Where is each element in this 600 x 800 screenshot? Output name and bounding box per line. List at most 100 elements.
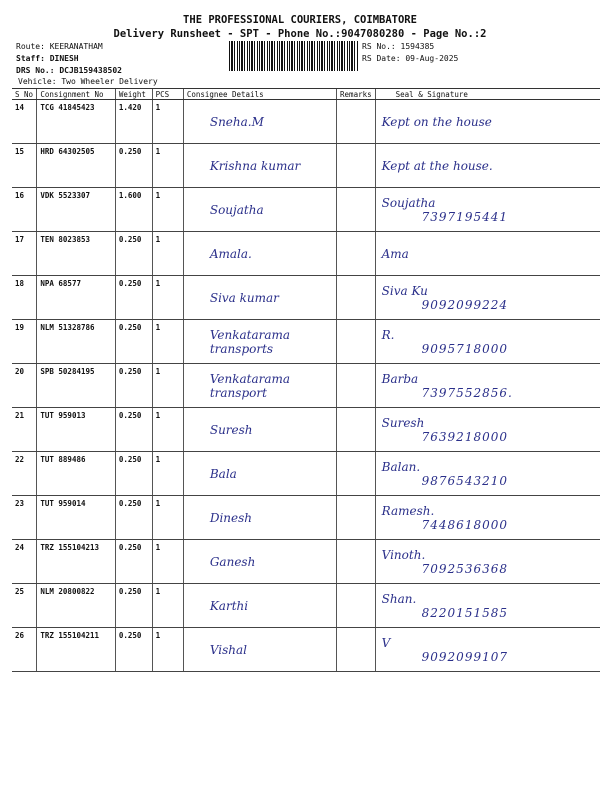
- consignment-cell: TUT 959014: [36, 495, 116, 540]
- table-row: 23 TUT 959014 0.250 1 Dinesh Ramesh. 744861800…: [12, 495, 600, 540]
- signature: V: [381, 635, 391, 650]
- remarks-cell: [336, 363, 376, 408]
- remarks-cell: [336, 275, 376, 320]
- consignee-cell: Soujatha: [182, 187, 337, 232]
- col-sno: S No: [12, 88, 37, 100]
- sno-cell: 20: [12, 363, 37, 408]
- weight-cell: 1.600: [114, 187, 153, 232]
- sno-cell: 24: [12, 539, 37, 584]
- weight-cell: 0.250: [114, 495, 153, 540]
- table-row: 21 TUT 959013 0.250 1 Suresh Suresh 7639218000: [12, 407, 600, 452]
- consignee-cell: Dinesh: [182, 495, 337, 540]
- signature-cell: Kept at the house.: [374, 143, 600, 188]
- table-row: 15 HRD 64302505 0.250 1 Krishna kumar Kept at…: [12, 143, 600, 188]
- table-row: 18 NPA 68577 0.250 1 Siva kumar Siva Ku 909209…: [12, 275, 600, 320]
- remarks-cell: [336, 319, 376, 364]
- weight-cell: 0.250: [114, 143, 153, 188]
- phone-number: 7397195441: [421, 209, 508, 224]
- phone-number: 7397552856.: [421, 385, 513, 400]
- signature: Balan.: [381, 459, 421, 474]
- remarks-cell: [336, 451, 376, 496]
- remarks-cell: [336, 495, 376, 540]
- pcs-cell: 1: [151, 187, 184, 232]
- consignment-cell: TUT 889486: [36, 451, 116, 496]
- pcs-cell: 1: [151, 363, 184, 408]
- consignee-cell: Venkatarama transport: [182, 363, 337, 408]
- phone-number: 7639218000: [421, 429, 508, 444]
- rs-number: RS No.: 1594385: [362, 42, 435, 51]
- table-row: 20 SPB 50284195 0.250 1 Venkatarama transpor…: [12, 363, 600, 408]
- pcs-cell: 1: [151, 583, 184, 628]
- company-title: THE PROFESSIONAL COURIERS, COIMBATORE: [183, 14, 417, 26]
- signature-cell: Siva Ku 9092099224: [374, 275, 600, 320]
- signature-cell: R. 9095718000: [374, 319, 600, 364]
- table-row: 17 TEN 8023853 0.250 1 Amala. Ama: [12, 231, 600, 276]
- col-consignee: Consignee Details: [182, 88, 337, 100]
- signature: R.: [381, 327, 395, 342]
- remarks-cell: [336, 231, 376, 276]
- table-row: 25 NLM 20800822 0.250 1 Karthi Shan. 822015158…: [12, 583, 600, 628]
- consignee-cell: Bala: [182, 451, 337, 496]
- phone-number: 9095718000: [421, 341, 508, 356]
- table-row: 22 TUT 889486 0.250 1 Bala Balan. 9876543210: [12, 451, 600, 496]
- signature: Kept at the house.: [381, 158, 493, 173]
- consignment-cell: TRZ 155104211: [36, 627, 116, 672]
- col-weight: Weight: [114, 88, 153, 100]
- table-row: 14 TCG 41845423 1.420 1 Sneha.M Kept on the h…: [12, 99, 600, 144]
- col-remarks: Remarks: [336, 88, 376, 100]
- sno-cell: 18: [12, 275, 37, 320]
- pcs-cell: 1: [151, 495, 184, 540]
- weight-cell: 0.250: [114, 275, 153, 320]
- weight-cell: 0.250: [114, 451, 153, 496]
- pcs-cell: 1: [151, 451, 184, 496]
- signature: Siva Ku: [381, 283, 428, 298]
- vehicle: Vehicle: Two Wheeler Delivery: [18, 77, 158, 86]
- consignee-cell: Vishal: [182, 627, 337, 672]
- signature-cell: Soujatha 7397195441: [374, 187, 600, 232]
- signature-cell: Balan. 9876543210: [374, 451, 600, 496]
- pcs-cell: 1: [151, 99, 184, 144]
- consignment-cell: NLM 51328786: [36, 319, 116, 364]
- rs-date: RS Date: 09-Aug-2025: [362, 54, 459, 63]
- remarks-cell: [336, 143, 376, 188]
- pcs-cell: 1: [151, 231, 184, 276]
- route: Route: KEERANATHAM: [16, 42, 103, 51]
- remarks-cell: [336, 583, 376, 628]
- pcs-cell: 1: [151, 319, 184, 364]
- phone-number: 8220151585: [421, 605, 508, 620]
- consignment-cell: TUT 959013: [36, 407, 116, 452]
- remarks-cell: [336, 407, 376, 452]
- pcs-cell: 1: [151, 275, 184, 320]
- consignee-cell: Karthi: [182, 583, 337, 628]
- signature-cell: V 9092099107: [374, 627, 600, 672]
- signature-cell: Suresh 7639218000: [374, 407, 600, 452]
- col-signature: Seal & Signature: [374, 88, 600, 100]
- consignment-cell: NLM 20800822: [36, 583, 116, 628]
- weight-cell: 0.250: [114, 407, 153, 452]
- signature: Kept on the house: [381, 114, 492, 129]
- consignment-cell: NPA 68577: [36, 275, 116, 320]
- phone-number: 7092536368: [421, 561, 508, 576]
- pcs-cell: 1: [151, 407, 184, 452]
- remarks-cell: [336, 539, 376, 584]
- weight-cell: 0.250: [114, 319, 153, 364]
- phone-number: 9876543210: [421, 473, 508, 488]
- pcs-cell: 1: [151, 539, 184, 584]
- table-row: 19 NLM 51328786 0.250 1 Venkatarama transpor…: [12, 319, 600, 364]
- remarks-cell: [336, 99, 376, 144]
- signature: Barba: [381, 371, 419, 386]
- remarks-cell: [336, 627, 376, 672]
- barcode: [229, 41, 359, 71]
- consignee-cell: Siva kumar: [182, 275, 337, 320]
- phone-number: 7448618000: [421, 517, 508, 532]
- weight-cell: 0.250: [114, 231, 153, 276]
- phone-number: 9092099224: [421, 297, 508, 312]
- sno-cell: 19: [12, 319, 37, 364]
- remarks-cell: [336, 187, 376, 232]
- consignee-cell: Ganesh: [182, 539, 337, 584]
- signature-cell: Ama: [374, 231, 600, 276]
- consignee-cell: Amala.: [182, 231, 337, 276]
- sno-cell: 26: [12, 627, 37, 672]
- table-row: 16 VDK 5523307 1.600 1 Soujatha Soujatha 73971…: [12, 187, 600, 232]
- signature: Shan.: [381, 591, 417, 606]
